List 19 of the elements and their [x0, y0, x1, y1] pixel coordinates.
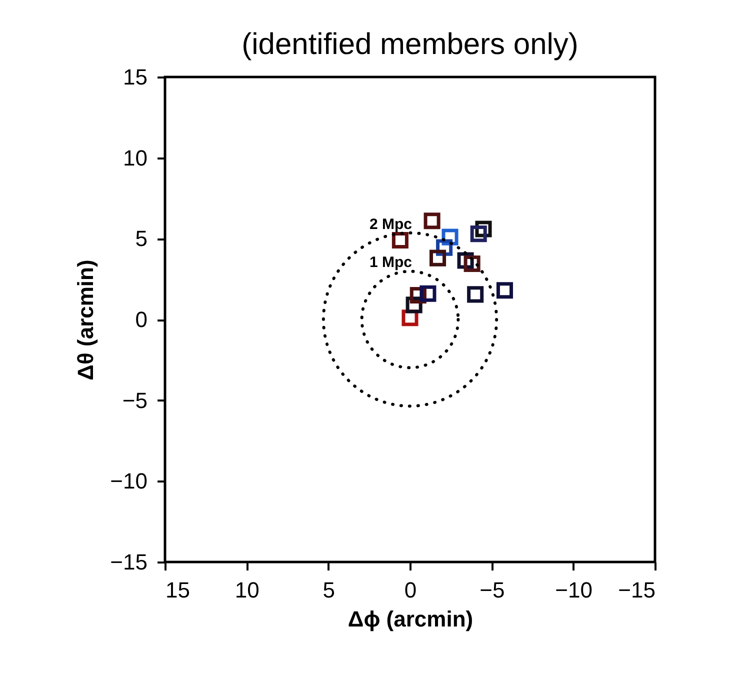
y-tick-label: 10 — [123, 145, 148, 170]
y-axis-title: Δθ (arcmin) — [73, 260, 98, 380]
x-tick-label: 0 — [404, 578, 417, 602]
y-tick-label: 15 — [123, 64, 148, 90]
x-axis-title: Δϕ (arcmin) — [348, 606, 474, 632]
x-tick-label: 5 — [322, 578, 335, 602]
y-tick-label: −10 — [110, 468, 148, 494]
annotation: 1 Mpc — [369, 254, 412, 271]
x-tick-label: −5 — [480, 578, 505, 602]
annotation: 2 Mpc — [369, 216, 412, 233]
x-tick-label: −10 — [555, 578, 592, 602]
y-tick-label: 0 — [135, 307, 148, 332]
x-tick-label: 10 — [234, 578, 260, 602]
y-tick-label: −5 — [122, 388, 148, 413]
x-tick-label: 15 — [166, 578, 190, 602]
y-tick-label: 5 — [135, 226, 148, 252]
y-tick-label: −15 — [110, 550, 148, 574]
x-tick-label: −15 — [618, 578, 656, 602]
chart-title: (identified members only) — [242, 28, 578, 61]
